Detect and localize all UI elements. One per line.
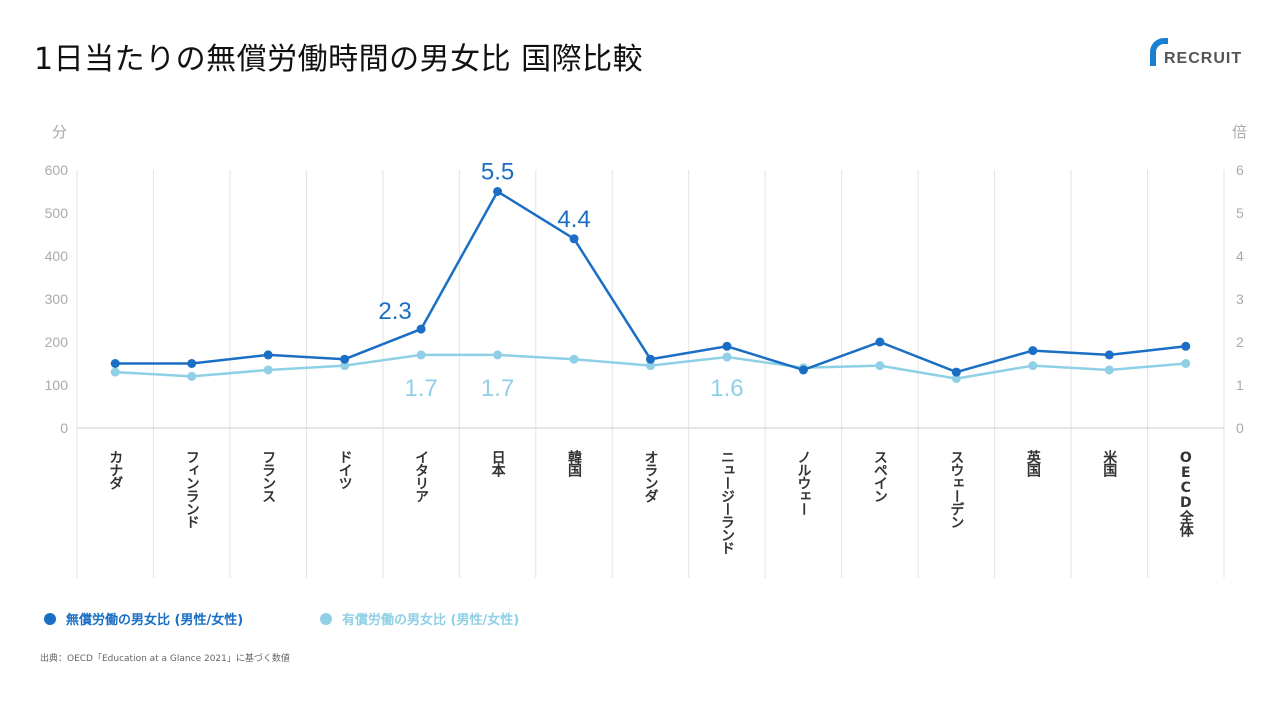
data-point-paid xyxy=(1104,365,1114,375)
source-note: 出典：OECD「Education at a Glance 2021」に基づく数… xyxy=(40,654,290,664)
x-tick-label: スウェーデン xyxy=(948,450,965,528)
data-point-paid xyxy=(1028,361,1038,371)
data-point-unpaid xyxy=(646,354,655,364)
data-point-unpaid xyxy=(110,359,120,368)
legend-dot-unpaid xyxy=(44,612,56,625)
x-tick-label: OECD全体 xyxy=(1177,450,1194,536)
y-axis-label-left: 分 xyxy=(52,124,67,141)
data-point-unpaid xyxy=(493,187,503,196)
y-tick-left: 400 xyxy=(45,248,69,264)
data-point-paid xyxy=(646,361,655,371)
data-point-paid xyxy=(263,365,273,375)
y-axis-label-right: 倍 xyxy=(1232,124,1247,141)
x-tick-label: オランダ xyxy=(642,450,659,502)
x-tick-label: ドイツ xyxy=(336,450,353,489)
y-tick-right: 6 xyxy=(1236,162,1244,178)
x-tick-label: カナダ xyxy=(107,450,124,489)
data-point-paid xyxy=(416,350,426,360)
data-point-unpaid xyxy=(798,365,808,375)
data-point-unpaid xyxy=(1181,341,1191,351)
x-tick-label: 韓国 xyxy=(566,450,583,476)
y-tick-right: 3 xyxy=(1236,291,1244,307)
page-title: 1日当たりの無償労働時間の男女比 国際比較 xyxy=(34,42,644,77)
data-point-unpaid xyxy=(875,337,885,347)
y-tick-left: 500 xyxy=(45,205,69,221)
legend-item-unpaid: 無償労働の男女比 (男性/女性) xyxy=(44,609,243,628)
y-tick-left: 100 xyxy=(45,377,69,393)
y-tick-right: 0 xyxy=(1236,420,1244,436)
y-tick-left: 300 xyxy=(45,291,69,307)
line-chart: 0 100 200 300 400 500 600 0 1 2 3 4 5 6 分 倍 1.7 1.7 1.6 2.3… xyxy=(45,124,1247,578)
data-label-paid: 1.7 xyxy=(481,375,514,402)
legend-label-paid: 有償労働の男女比 (男性/女性) xyxy=(342,613,520,628)
y-tick-left: 0 xyxy=(60,420,68,436)
logo-text: RECRUIT xyxy=(1164,50,1243,67)
data-point-paid xyxy=(110,367,120,377)
data-point-unpaid xyxy=(569,234,579,244)
y-tick-left: 600 xyxy=(45,162,69,178)
data-label-unpaid: 5.5 xyxy=(481,159,514,186)
x-tick-label: 英国 xyxy=(1024,450,1041,476)
data-point-paid xyxy=(340,361,350,371)
data-point-unpaid xyxy=(416,324,426,334)
x-tick-label: イタリア xyxy=(413,450,430,502)
data-point-paid xyxy=(493,350,503,360)
x-tick-label: フランス xyxy=(260,450,277,502)
legend-item-paid: 有償労働の男女比 (男性/女性) xyxy=(320,609,519,628)
y-tick-right: 5 xyxy=(1236,205,1244,221)
x-tick-label: ニュージーランド xyxy=(718,450,735,554)
y-tick-right: 1 xyxy=(1236,377,1244,393)
recruit-logo: RECRUIT xyxy=(1150,38,1260,70)
x-tick-label: フィンランド xyxy=(183,450,200,528)
series-line-unpaid xyxy=(115,189,1186,374)
x-tick-label: ノルウェー xyxy=(795,450,812,515)
data-point-unpaid xyxy=(1028,346,1038,356)
data-point-paid xyxy=(569,354,579,364)
data-point-paid xyxy=(875,361,885,371)
data-point-paid xyxy=(722,352,732,362)
x-tick-label: 米国 xyxy=(1101,450,1118,476)
data-point-unpaid xyxy=(187,359,197,368)
legend-dot-paid xyxy=(320,612,332,625)
y-tick-left: 200 xyxy=(45,334,69,350)
data-point-paid xyxy=(1181,359,1191,368)
data-label-paid: 1.7 xyxy=(404,375,437,402)
data-label-unpaid: 4.4 xyxy=(557,206,590,233)
data-point-paid xyxy=(951,374,961,384)
y-tick-right: 2 xyxy=(1236,334,1244,350)
data-point-paid xyxy=(187,371,197,381)
y-tick-right: 4 xyxy=(1236,248,1244,264)
data-point-unpaid xyxy=(722,341,732,351)
data-point-unpaid xyxy=(340,354,350,364)
logo-mark-icon xyxy=(1150,38,1168,66)
legend-label-unpaid: 無償労働の男女比 (男性/女性) xyxy=(66,613,244,628)
data-point-unpaid xyxy=(263,350,273,360)
data-label-unpaid: 2.3 xyxy=(378,298,411,325)
x-tick-label: 日本 xyxy=(489,450,506,476)
data-point-unpaid xyxy=(951,367,961,377)
data-label-paid: 1.6 xyxy=(710,375,743,402)
x-tick-label: スペイン xyxy=(871,450,888,502)
data-point-unpaid xyxy=(1104,350,1114,360)
